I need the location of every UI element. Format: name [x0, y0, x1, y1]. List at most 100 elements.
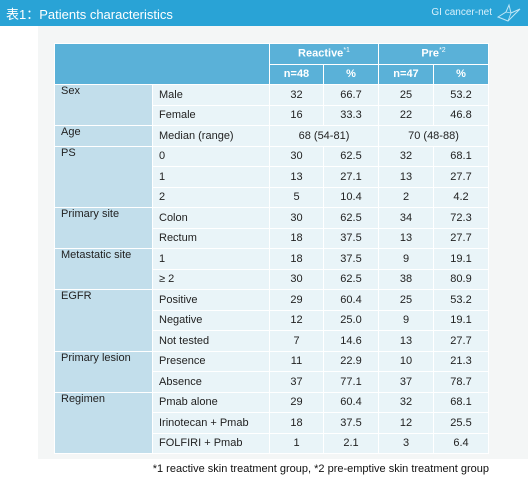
value-cell: 27.1 [323, 166, 379, 188]
table-row: Female 16 33.3 22 46.8 [55, 104, 489, 126]
value-cell: 4.2 [433, 186, 489, 208]
value-cell: 1 [269, 432, 324, 454]
value-cell: 21.3 [433, 350, 489, 372]
value-cell: 29 [269, 289, 324, 311]
category-cell: EGFR [54, 289, 153, 352]
table-row: FOLFIRI + Pmab 1 2.1 3 6.4 [55, 432, 489, 454]
table-title: 表1：Patients characteristics [6, 7, 173, 22]
value-cell: 14.6 [323, 330, 379, 352]
value-cell: 19.1 [433, 248, 489, 270]
characteristics-table: Reactive*1 Pre*2 n=48% n=47% Sex Male 32 66.7 25… [54, 43, 489, 454]
value-cell: 53.2 [433, 84, 489, 106]
value-cell: 60.4 [323, 289, 379, 311]
group-header-footnote-mark: *1 [343, 47, 350, 55]
value-cell: 80.9 [433, 268, 489, 290]
value-cell: 18 [269, 412, 324, 434]
value-cell: 2.1 [323, 432, 379, 454]
value-cell: 16 [269, 104, 324, 126]
category-cell: Metastatic site [54, 248, 153, 290]
value-cell: 27.7 [433, 227, 489, 249]
table-row: Primary site Colon 30 62.5 34 72.3 [54, 207, 489, 249]
value-cell: 34 [378, 207, 434, 229]
value-cell: 68.1 [433, 145, 489, 167]
row-label-cell: Absence [152, 371, 270, 393]
value-cell-merged: 68 (54-81) [269, 125, 379, 147]
table-row: ≥ 2 30 62.5 38 80.9 [55, 268, 489, 290]
row-label-cell: FOLFIRI + Pmab [152, 432, 270, 454]
table-row: Metastatic site 1 18 37.5 9 19.1 [54, 248, 489, 290]
value-cell: 10.4 [323, 186, 379, 208]
table-row: Not tested 7 14.6 13 27.7 [55, 330, 489, 352]
value-cell: 7 [269, 330, 324, 352]
value-cell: 18 [269, 248, 324, 270]
value-cell: 77.1 [323, 371, 379, 393]
value-cell: 11 [269, 350, 324, 372]
value-cell: 60.4 [323, 391, 379, 413]
table-row: Sex Male 32 66.7 25 53.2 [54, 84, 489, 126]
category-cell: Age [54, 125, 153, 147]
row-label-cell: Irinotecan + Pmab [152, 412, 270, 434]
row-label-cell: Positive [152, 289, 270, 311]
value-cell: 33.3 [323, 104, 379, 126]
group-header-label: Pre [421, 48, 440, 61]
row-label-cell: Female [152, 104, 270, 126]
value-cell: 30 [269, 145, 324, 167]
table-row: PS 0 30 62.5 32 68.1 [54, 145, 489, 208]
row-label-cell: Median (range) [152, 125, 270, 147]
table-row: Primary lesion Presence 11 22.9 10 21.3 [54, 350, 489, 393]
value-cell: 30 [269, 268, 324, 290]
row-label-cell: Male [152, 84, 270, 106]
category-cell: Sex [54, 84, 153, 126]
value-cell: 22 [378, 104, 434, 126]
row-label-cell: 2 [152, 186, 270, 208]
value-cell: 37 [269, 371, 324, 393]
value-cell: 38 [378, 268, 434, 290]
group-header-label: Reactive [298, 48, 344, 61]
value-cell: 13 [269, 166, 324, 188]
brand-watermark: GI cancer-net [431, 7, 492, 18]
row-label-cell: Negative [152, 309, 270, 331]
header-row-groups: Reactive*1 Pre*2 [54, 43, 489, 85]
value-cell: 62.5 [323, 207, 379, 229]
table-row: Age Median (range) 68 (54-81) 70 (48-88) [54, 125, 489, 147]
table-row: 1 13 27.1 13 27.7 [55, 166, 489, 188]
footnote: *1 reactive skin treatment group, *2 pre… [152, 463, 489, 475]
value-cell: 25.0 [323, 309, 379, 331]
value-cell: 9 [378, 309, 434, 331]
value-cell: 13 [378, 166, 434, 188]
value-cell: 62.5 [323, 145, 379, 167]
column-header: n=48 [269, 63, 324, 85]
value-cell: 53.2 [433, 289, 489, 311]
category-cell: Regimen [54, 391, 153, 454]
value-cell: 3 [378, 432, 434, 454]
value-cell: 25 [378, 84, 434, 106]
table-row: 2 5 10.4 2 4.2 [55, 186, 489, 208]
category-cell: PS [54, 145, 153, 208]
value-cell: 32 [378, 145, 434, 167]
group-header: Reactive*1 [269, 43, 379, 65]
value-cell: 5 [269, 186, 324, 208]
value-cell: 37.5 [323, 412, 379, 434]
value-cell: 22.9 [323, 350, 379, 372]
row-label-cell: 1 [152, 166, 270, 188]
value-cell: 46.8 [433, 104, 489, 126]
value-cell: 13 [378, 330, 434, 352]
value-cell: 2 [378, 186, 434, 208]
value-cell: 66.7 [323, 84, 379, 106]
table-row: EGFR Positive 29 60.4 25 53.2 [54, 289, 489, 352]
paper-crane-icon [496, 3, 521, 22]
row-label-cell: Not tested [152, 330, 270, 352]
value-cell: 78.7 [433, 371, 489, 393]
value-cell: 32 [269, 84, 324, 106]
value-cell: 12 [269, 309, 324, 331]
header-blank [54, 43, 270, 85]
value-cell: 25 [378, 289, 434, 311]
value-cell: 62.5 [323, 268, 379, 290]
value-cell: 37.5 [323, 248, 379, 270]
column-header: % [433, 63, 489, 85]
value-cell: 13 [378, 227, 434, 249]
column-header: % [323, 63, 379, 85]
row-label-cell: 1 [152, 248, 270, 270]
row-label-cell: Rectum [152, 227, 270, 249]
value-cell: 37.5 [323, 227, 379, 249]
